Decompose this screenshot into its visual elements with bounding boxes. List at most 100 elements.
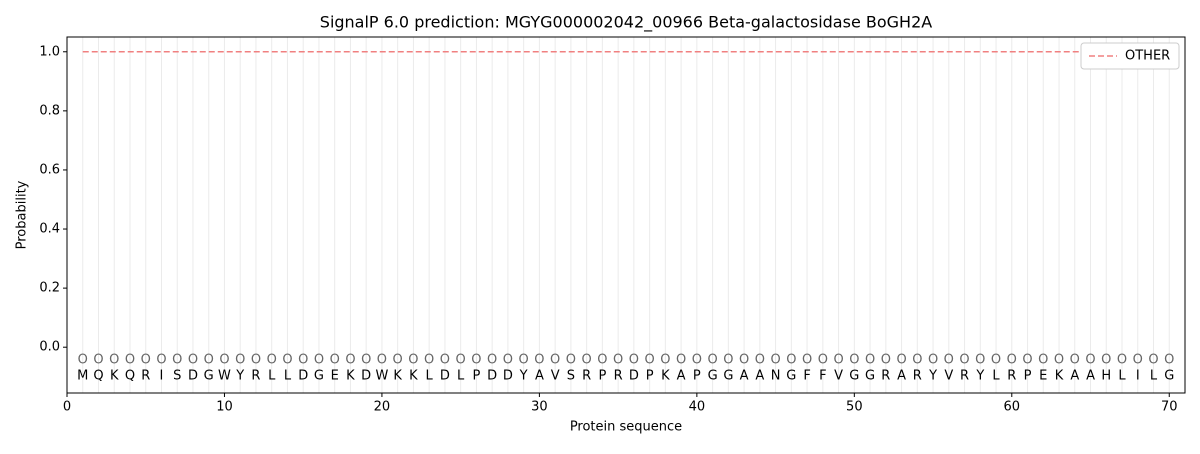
predicted-label: O bbox=[314, 353, 324, 368]
predicted-label: O bbox=[251, 353, 261, 368]
predicted-label: O bbox=[550, 353, 560, 368]
predicted-label: O bbox=[676, 353, 686, 368]
predicted-label: O bbox=[345, 353, 355, 368]
predicted-label: O bbox=[597, 353, 607, 368]
residue-label: R bbox=[913, 369, 922, 384]
residue-label: G bbox=[723, 369, 733, 384]
residue-label: R bbox=[1007, 369, 1016, 384]
y-tick-label: 0.6 bbox=[39, 162, 60, 177]
residue-label: L bbox=[268, 369, 276, 384]
predicted-label: O bbox=[944, 353, 954, 368]
x-axis-label: Protein sequence bbox=[570, 420, 682, 435]
residue-label: A bbox=[897, 369, 906, 384]
predicted-label: O bbox=[440, 353, 450, 368]
predicted-label: O bbox=[282, 353, 292, 368]
residue-label: V bbox=[834, 369, 843, 384]
predicted-label: O bbox=[361, 353, 371, 368]
residue-label: D bbox=[188, 369, 198, 384]
predicted-label: O bbox=[660, 353, 670, 368]
residue-label: P bbox=[646, 369, 654, 384]
residue-label: Y bbox=[519, 369, 528, 384]
residue-label: L bbox=[284, 369, 292, 384]
residue-label: N bbox=[771, 369, 781, 384]
predicted-label: O bbox=[991, 353, 1001, 368]
legend-box bbox=[1080, 42, 1180, 70]
residue-label: L bbox=[426, 369, 434, 384]
predicted-label: O bbox=[298, 353, 308, 368]
residue-label: D bbox=[440, 369, 450, 384]
residue-label: Q bbox=[93, 369, 103, 384]
predicted-label: O bbox=[188, 353, 198, 368]
predicted-label: O bbox=[109, 353, 119, 368]
predicted-label: O bbox=[833, 353, 843, 368]
predicted-label: O bbox=[1117, 353, 1127, 368]
predicted-label: O bbox=[818, 353, 828, 368]
predicted-label: O bbox=[739, 353, 749, 368]
y-tick-label: 0.0 bbox=[39, 340, 60, 355]
residue-label: V bbox=[944, 369, 953, 384]
residue-label: W bbox=[375, 369, 388, 384]
residue-label: A bbox=[740, 369, 749, 384]
residue-label: I bbox=[1136, 369, 1140, 384]
predicted-label: O bbox=[267, 353, 277, 368]
predicted-label: O bbox=[408, 353, 418, 368]
predicted-label: O bbox=[471, 353, 481, 368]
residue-label: Q bbox=[125, 369, 135, 384]
residue-label: L bbox=[457, 369, 465, 384]
x-tick-label: 50 bbox=[846, 400, 863, 415]
predicted-label: O bbox=[141, 353, 151, 368]
chart-title: SignalP 6.0 prediction: MGYG000002042_00… bbox=[320, 13, 932, 33]
x-tick-label: 60 bbox=[1004, 400, 1021, 415]
predicted-label: O bbox=[487, 353, 497, 368]
predicted-label: O bbox=[975, 353, 985, 368]
predicted-label: O bbox=[330, 353, 340, 368]
x-tick-label: 70 bbox=[1161, 400, 1178, 415]
x-tick-label: 0 bbox=[63, 400, 71, 415]
predicted-label: O bbox=[912, 353, 922, 368]
predicted-label: O bbox=[219, 353, 229, 368]
x-tick-label: 30 bbox=[531, 400, 548, 415]
residue-label: G bbox=[314, 369, 324, 384]
residue-label: A bbox=[677, 369, 686, 384]
predicted-label: O bbox=[566, 353, 576, 368]
predicted-label: O bbox=[235, 353, 245, 368]
predicted-label: O bbox=[534, 353, 544, 368]
predicted-label: O bbox=[582, 353, 592, 368]
residue-label: A bbox=[1070, 369, 1079, 384]
predicted-label: O bbox=[1054, 353, 1064, 368]
residue-label: Y bbox=[235, 369, 244, 384]
predicted-label: O bbox=[172, 353, 182, 368]
residue-label: M bbox=[77, 369, 88, 384]
residue-label: V bbox=[551, 369, 560, 384]
predicted-label: O bbox=[928, 353, 938, 368]
residue-label: R bbox=[582, 369, 591, 384]
residue-label: W bbox=[218, 369, 231, 384]
predicted-label: O bbox=[865, 353, 875, 368]
predicted-label: O bbox=[519, 353, 529, 368]
predicted-label: O bbox=[723, 353, 733, 368]
residue-label: D bbox=[298, 369, 308, 384]
residue-label: P bbox=[693, 369, 701, 384]
residue-label: R bbox=[251, 369, 260, 384]
predicted-label: O bbox=[881, 353, 891, 368]
residue-label: G bbox=[786, 369, 796, 384]
predicted-label: O bbox=[629, 353, 639, 368]
residue-label: Y bbox=[928, 369, 937, 384]
predicted-label: O bbox=[93, 353, 103, 368]
predicted-label: O bbox=[1133, 353, 1143, 368]
legend-label: OTHER bbox=[1125, 49, 1170, 64]
predicted-label: O bbox=[692, 353, 702, 368]
residue-label: D bbox=[629, 369, 639, 384]
residue-label: G bbox=[865, 369, 875, 384]
predicted-label: O bbox=[1070, 353, 1080, 368]
predicted-label: O bbox=[424, 353, 434, 368]
residue-label: D bbox=[487, 369, 497, 384]
predicted-label: O bbox=[456, 353, 466, 368]
residue-label: D bbox=[361, 369, 371, 384]
residue-label: A bbox=[535, 369, 544, 384]
x-tick-label: 10 bbox=[216, 400, 233, 415]
residue-label: R bbox=[881, 369, 890, 384]
predicted-label: O bbox=[156, 353, 166, 368]
residue-label: K bbox=[409, 369, 418, 384]
residue-label: L bbox=[1118, 369, 1126, 384]
